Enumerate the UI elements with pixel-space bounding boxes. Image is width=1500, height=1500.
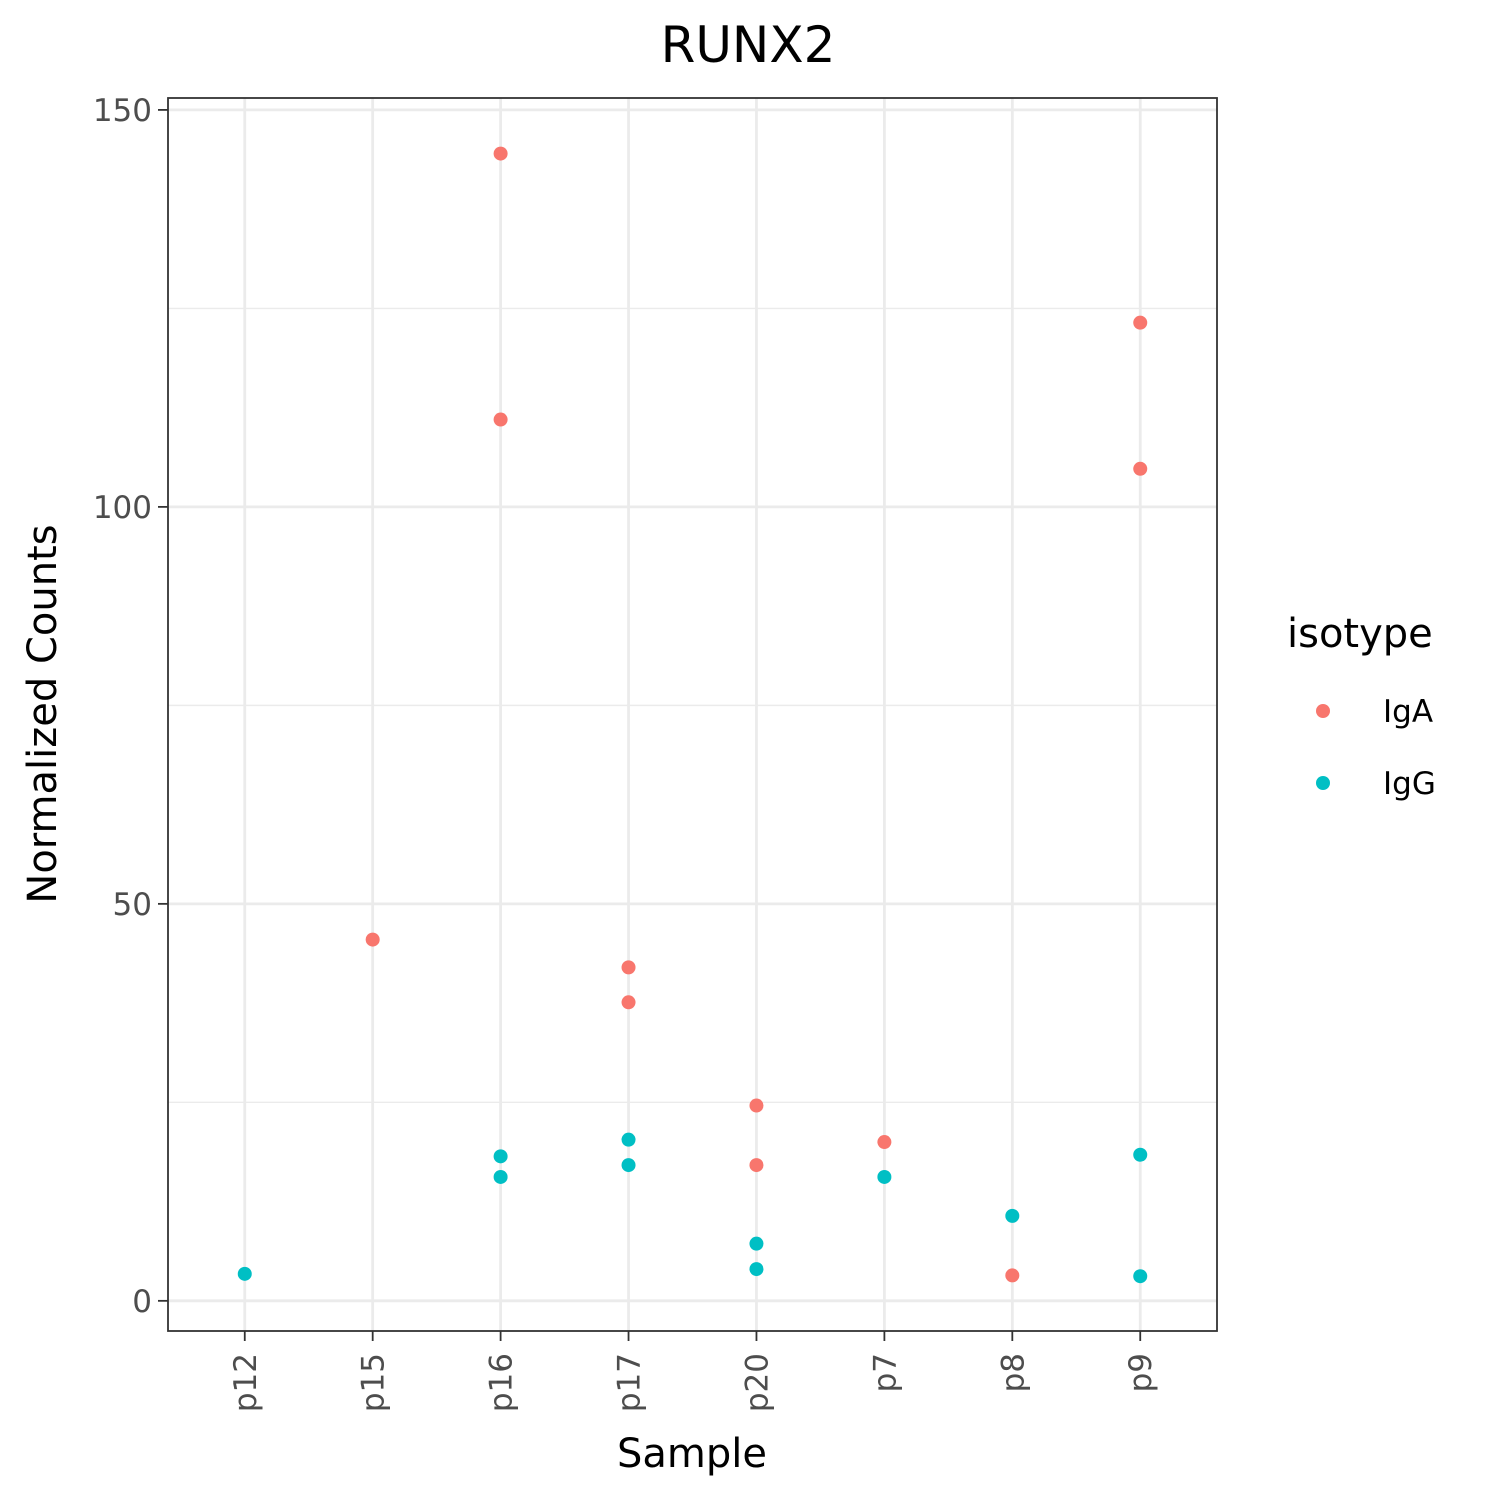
y-axis-title: Normalized Counts bbox=[20, 524, 66, 903]
legend-title: isotype bbox=[1287, 611, 1433, 657]
x-tick-label: p9 bbox=[1123, 1353, 1159, 1392]
data-point-igg bbox=[621, 1158, 636, 1173]
chart-title: RUNX2 bbox=[661, 16, 836, 74]
major-gridlines bbox=[168, 98, 1217, 1331]
data-point-igg bbox=[749, 1262, 764, 1277]
legend-key-igg bbox=[1316, 776, 1330, 790]
data-point-igg bbox=[237, 1266, 252, 1281]
data-point-iga bbox=[749, 1158, 764, 1173]
x-tick-label: p16 bbox=[484, 1353, 520, 1412]
y-tick-label: 0 bbox=[132, 1284, 152, 1320]
data-point-igg bbox=[877, 1169, 892, 1184]
legend-label-iga: IgA bbox=[1383, 694, 1433, 730]
data-point-iga bbox=[877, 1135, 892, 1150]
legend-label-igg: IgG bbox=[1383, 766, 1436, 802]
x-axis-title: Sample bbox=[617, 1431, 767, 1477]
x-tick-label: p17 bbox=[612, 1353, 648, 1412]
legend: isotype IgA IgG bbox=[1287, 611, 1436, 802]
data-point-igg bbox=[749, 1236, 764, 1251]
data-point-iga bbox=[621, 960, 636, 975]
data-point-igg bbox=[493, 1169, 508, 1184]
y-axis: 0 50 100 150 bbox=[93, 93, 168, 1320]
data-point-iga bbox=[1005, 1268, 1020, 1283]
data-point-iga bbox=[493, 412, 508, 427]
legend-key-iga bbox=[1316, 704, 1330, 718]
data-point-iga bbox=[365, 932, 380, 947]
minor-gridlines bbox=[168, 307, 1217, 1104]
x-tick-label: p12 bbox=[228, 1353, 264, 1412]
legend-items: IgA IgG bbox=[1316, 694, 1436, 802]
x-axis: p12 p15 p16 p17 p20 p7 p8 p9 bbox=[228, 1331, 1159, 1412]
y-tick-label: 100 bbox=[93, 490, 152, 526]
data-point-iga bbox=[749, 1098, 764, 1113]
plot-panel bbox=[168, 98, 1217, 1331]
x-tick-label: p20 bbox=[739, 1353, 775, 1412]
data-point-igg bbox=[621, 1132, 636, 1147]
plot-border bbox=[167, 97, 1218, 1332]
data-point-iga bbox=[1133, 461, 1148, 476]
data-point-iga bbox=[1133, 315, 1148, 330]
data-point-igg bbox=[493, 1149, 508, 1164]
data-point-iga bbox=[621, 995, 636, 1010]
data-point-iga bbox=[493, 146, 508, 161]
y-tick-label: 50 bbox=[113, 887, 152, 923]
x-tick-label: p7 bbox=[867, 1353, 903, 1392]
data-points bbox=[237, 146, 1148, 1284]
data-point-igg bbox=[1133, 1269, 1148, 1284]
y-tick-label: 150 bbox=[93, 93, 152, 129]
data-point-igg bbox=[1005, 1208, 1020, 1223]
data-point-igg bbox=[1133, 1147, 1148, 1162]
x-tick-label: p8 bbox=[995, 1353, 1031, 1392]
x-tick-label: p15 bbox=[356, 1353, 392, 1412]
